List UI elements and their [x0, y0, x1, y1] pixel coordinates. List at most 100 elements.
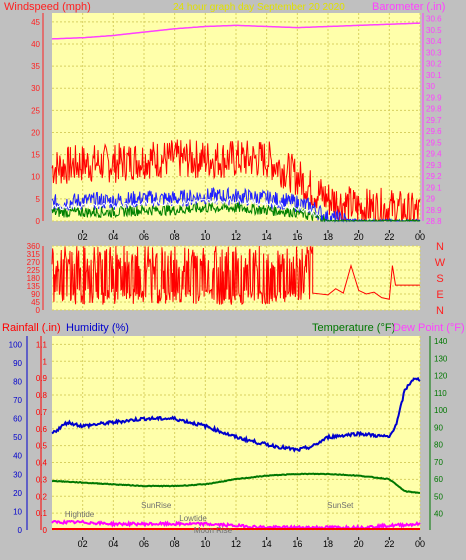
wind-x-tick-label: 12 — [231, 232, 241, 242]
baro-y-tick-label: 29.9 — [426, 93, 442, 102]
climate-x-tick-label: 22 — [384, 539, 394, 549]
wind-y-tick-label: 30 — [31, 84, 40, 93]
temperature-series-line — [52, 472, 420, 494]
temperature-axis-title: Temperature (°F) — [312, 322, 395, 334]
humidity-y-tick-label: 60 — [13, 415, 22, 424]
baro-y-tick-label: 30.4 — [426, 37, 442, 46]
dir-y-tick-label: 225 — [27, 266, 41, 275]
climate-x-tick-label: 12 — [231, 539, 241, 549]
humidity-axis-title: Humidity (%) — [66, 322, 129, 334]
humidity-y-tick-label: 70 — [13, 396, 22, 405]
baro-y-tick-label: 28.9 — [426, 206, 442, 215]
climate-x-tick-label: 00 — [415, 539, 425, 549]
wind-x-tick-label: 04 — [108, 232, 118, 242]
wind-x-tick-label: 16 — [292, 232, 302, 242]
wind-x-tick-label: 06 — [139, 232, 149, 242]
climate-x-tick-label: 14 — [262, 539, 272, 549]
temp-y-tick-label: 140 — [434, 337, 448, 346]
wind-x-tick-label: 10 — [200, 232, 210, 242]
annotation-sunset: SunSet — [327, 501, 354, 510]
humidity-y-tick-label: 50 — [13, 433, 22, 442]
temp-y-tick-label: 80 — [434, 441, 443, 450]
humidity-y-tick-label: 90 — [13, 359, 22, 368]
climate-x-tick-label: 08 — [170, 539, 180, 549]
baro-y-tick-label: 30 — [426, 82, 435, 91]
wind-y-tick-label: 25 — [31, 106, 40, 115]
rain-y-tick-label: 0.7 — [36, 408, 48, 417]
climate-x-tick-label: 10 — [200, 539, 210, 549]
windspeed-axis-title: Windspeed (mph) — [4, 1, 91, 13]
temp-y-tick-label: 130 — [434, 354, 448, 363]
baro-y-tick-label: 29.4 — [426, 150, 442, 159]
rain-y-tick-label: 0 — [43, 526, 48, 535]
temp-y-tick-label: 90 — [434, 423, 443, 432]
climate-x-tick-label: 06 — [139, 539, 149, 549]
baro-y-tick-label: 30.1 — [426, 71, 442, 80]
climate-x-tick-label: 20 — [354, 539, 364, 549]
rain-y-tick-label: 0.1 — [36, 509, 48, 518]
rain-y-tick-label: 0.9 — [36, 374, 48, 383]
baro-y-tick-label: 30.2 — [426, 60, 442, 69]
humidity-y-tick-label: 80 — [13, 377, 22, 386]
humidity-y-tick-label: 0 — [18, 526, 23, 535]
humidity-y-tick-label: 100 — [9, 340, 23, 349]
chart-header-title: 24 hour graph day September 20 2020 — [173, 2, 345, 13]
wind-y-tick-label: 5 — [36, 195, 41, 204]
barometer-series-line — [51, 22, 421, 40]
temp-y-tick-label: 70 — [434, 458, 443, 467]
dir-y-tick-label: 45 — [31, 298, 40, 307]
baro-y-tick-label: 30.6 — [426, 15, 442, 24]
wind-y-tick-label: 20 — [31, 128, 40, 137]
barometer-axis-title: Barometer (.in) — [372, 1, 445, 13]
dewpoint-axis-title: Dew Point (°F) — [393, 322, 465, 334]
wind-y-tick-label: 15 — [31, 151, 40, 160]
wind-x-tick-label: 14 — [262, 232, 272, 242]
baro-y-tick-label: 29.8 — [426, 105, 442, 114]
baro-y-tick-label: 30.3 — [426, 48, 442, 57]
annotation-hightide: Hightide — [65, 510, 95, 519]
humidity-y-tick-label: 20 — [13, 489, 22, 498]
temp-y-tick-label: 100 — [434, 406, 448, 415]
climate-x-tick-label: 04 — [108, 539, 118, 549]
wind-x-tick-label: 18 — [323, 232, 333, 242]
rain-y-tick-label: 0.5 — [36, 442, 48, 451]
rainfall-axis-title: Rainfall (.in) — [2, 322, 61, 334]
wind-average-line — [51, 196, 321, 219]
rain-y-tick-label: 1 — [43, 357, 48, 366]
dir-y-tick-label: 135 — [27, 282, 41, 291]
climate-x-tick-label: 16 — [292, 539, 302, 549]
baro-y-tick-label: 29.6 — [426, 127, 442, 136]
rain-y-tick-label: 0.2 — [36, 492, 48, 501]
baro-y-tick-label: 28.8 — [426, 217, 442, 226]
baro-y-tick-label: 29.3 — [426, 161, 442, 170]
humidity-y-tick-label: 10 — [13, 507, 22, 516]
compass-label-W: E — [436, 289, 443, 301]
humidity-y-tick-label: 30 — [13, 470, 22, 479]
temp-y-tick-label: 110 — [434, 389, 447, 398]
climate-x-tick-label: 02 — [78, 539, 88, 549]
annotation-sunrise: SunRise — [141, 501, 172, 510]
temp-y-tick-label: 60 — [434, 475, 443, 484]
compass-label-E: W — [435, 257, 446, 269]
temp-y-tick-label: 50 — [434, 492, 443, 501]
rain-y-tick-label: 0.3 — [36, 475, 48, 484]
wind-x-tick-label: 22 — [384, 232, 394, 242]
direction-series-line — [51, 245, 420, 305]
wind-x-tick-label: 08 — [170, 232, 180, 242]
wind-x-tick-label: 02 — [78, 232, 88, 242]
dir-y-tick-label: 0 — [36, 306, 41, 315]
rain-y-tick-label: 0.4 — [36, 459, 48, 468]
climate-x-tick-label: 18 — [323, 539, 333, 549]
wind-y-tick-label: 40 — [31, 40, 40, 49]
dir-y-tick-label: 90 — [31, 290, 40, 299]
wind-y-tick-label: 10 — [31, 173, 40, 182]
annotation-lowtide: Lowtide — [179, 514, 207, 523]
low-wind-series-line — [51, 201, 421, 223]
dir-y-tick-label: 315 — [27, 250, 41, 259]
baro-y-tick-label: 30.5 — [426, 26, 442, 35]
dir-y-tick-label: 180 — [27, 274, 41, 283]
baro-y-tick-label: 29.1 — [426, 183, 442, 192]
humidity-series-line — [51, 376, 421, 453]
